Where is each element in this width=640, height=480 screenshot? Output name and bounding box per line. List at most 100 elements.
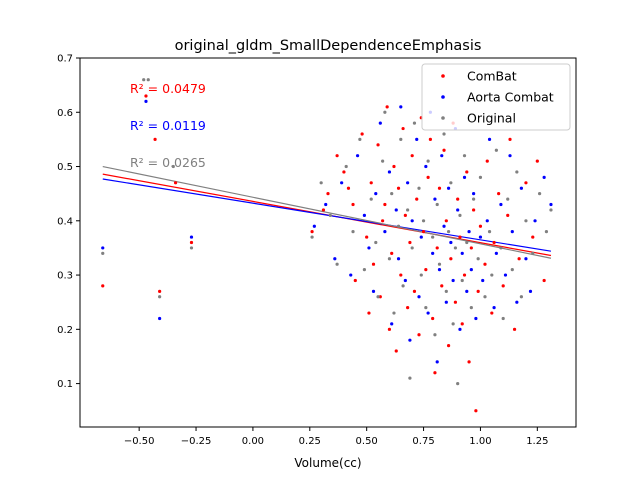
- data-point: [465, 170, 469, 174]
- data-point: [410, 219, 414, 223]
- data-point: [365, 235, 369, 239]
- data-point: [408, 240, 412, 245]
- regression-lines: [102, 165, 552, 259]
- data-point: [503, 273, 508, 277]
- data-point: [406, 306, 410, 310]
- data-point: [462, 175, 467, 179]
- x-axis-label: Volume(cc): [294, 456, 361, 470]
- r2-label-2: R² = 0.0265: [130, 155, 206, 170]
- y-axis-ticks: 0.1 0.2 0.3 0.4 0.5 0.6 0.7: [57, 54, 80, 390]
- data-point: [456, 197, 460, 201]
- data-point: [460, 322, 464, 326]
- data-point: [328, 213, 332, 217]
- data-point: [421, 230, 426, 234]
- data-point: [460, 278, 464, 283]
- y-tick-label: 0.5: [57, 162, 73, 173]
- data-point: [410, 246, 414, 250]
- data-point: [531, 251, 535, 255]
- data-point: [451, 322, 455, 326]
- data-point: [490, 273, 494, 277]
- data-point: [158, 316, 162, 321]
- data-point: [437, 262, 442, 266]
- data-point: [353, 278, 357, 283]
- data-point: [472, 197, 476, 201]
- data-point: [144, 94, 148, 98]
- data-point: [442, 224, 446, 228]
- data-point: [458, 327, 462, 331]
- data-point: [355, 154, 360, 158]
- data-point: [467, 360, 471, 364]
- data-point: [426, 159, 430, 163]
- data-point: [431, 235, 435, 239]
- data-point: [419, 235, 423, 239]
- data-point: [371, 289, 376, 293]
- data-point: [383, 202, 387, 207]
- data-point: [367, 311, 371, 315]
- data-point: [153, 137, 157, 141]
- data-point: [472, 192, 476, 196]
- data-point: [433, 197, 437, 201]
- data-point: [542, 278, 546, 283]
- data-point: [369, 197, 373, 201]
- data-point: [401, 284, 405, 288]
- data-point: [396, 224, 401, 228]
- data-point: [494, 148, 498, 152]
- x-tick-label: 0.25: [299, 436, 321, 447]
- x-tick-label: 0.75: [412, 436, 434, 447]
- data-point: [499, 246, 503, 250]
- legend-label: ComBat: [467, 69, 517, 84]
- data-point: [392, 164, 396, 169]
- data-point: [335, 262, 339, 266]
- data-point: [358, 137, 362, 141]
- data-point: [474, 409, 478, 413]
- data-point: [462, 154, 467, 158]
- data-point: [394, 208, 398, 212]
- data-point: [376, 295, 380, 299]
- r2-label-1: R² = 0.0119: [130, 118, 206, 133]
- data-point: [435, 202, 439, 207]
- data-point: [508, 154, 512, 158]
- data-point: [387, 327, 392, 331]
- data-point: [406, 181, 410, 185]
- data-point: [415, 197, 419, 201]
- fit-line-2: [102, 165, 552, 259]
- data-point: [342, 170, 346, 174]
- data-point: [378, 121, 382, 125]
- data-point: [451, 278, 455, 283]
- data-point: [433, 371, 437, 375]
- data-point: [346, 186, 351, 190]
- plot-area: R² = 0.0479 R² = 0.0119 R² = 0.0265: [101, 78, 553, 413]
- data-point: [396, 257, 401, 261]
- data-point: [374, 192, 378, 196]
- fit-line-1: [102, 178, 552, 252]
- r2-annotations: R² = 0.0479 R² = 0.0119 R² = 0.0265: [130, 81, 206, 170]
- x-axis-ticks: −0.50 −0.25 0.00 0.25 0.50 0.75 1.00 1.25: [124, 427, 548, 447]
- y-tick-label: 0.6: [57, 108, 73, 119]
- data-point: [319, 181, 323, 185]
- data-point: [485, 159, 489, 163]
- data-point: [456, 208, 460, 212]
- data-point: [446, 230, 451, 234]
- data-point: [310, 230, 314, 234]
- x-tick-label: −0.25: [181, 436, 212, 447]
- data-point: [446, 344, 451, 348]
- data-point: [487, 230, 492, 234]
- data-point: [406, 208, 410, 212]
- data-point: [371, 262, 376, 266]
- data-point: [374, 240, 378, 245]
- data-point: [510, 268, 514, 272]
- legend-label: Original: [467, 111, 516, 126]
- data-point: [472, 208, 476, 212]
- data-point: [324, 202, 328, 207]
- chart-title: original_gldm_SmallDependenceEmphasis: [175, 38, 482, 54]
- data-point: [335, 154, 339, 158]
- data-point: [101, 284, 105, 288]
- data-point: [312, 224, 316, 228]
- data-point: [535, 159, 539, 163]
- data-point: [501, 284, 505, 288]
- data-point: [387, 257, 392, 261]
- data-point: [408, 376, 412, 380]
- data-point: [478, 224, 483, 228]
- data-point: [412, 121, 417, 125]
- data-point: [381, 219, 385, 223]
